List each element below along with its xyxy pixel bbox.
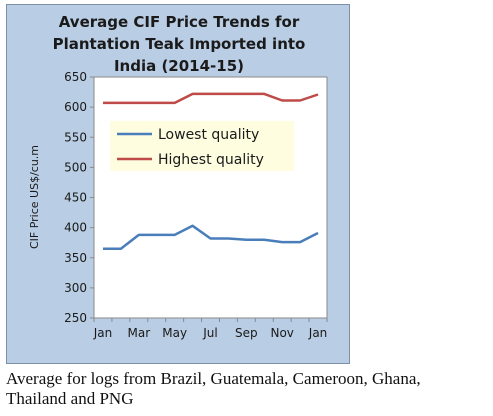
y-tick-label: 600 <box>64 100 87 114</box>
x-tick-label: Mar <box>127 326 150 340</box>
chart-panel: Average CIF Price Trends for Plantation … <box>6 4 350 364</box>
x-axis-ticks: Jan Mar May Jul Sep Nov Jan <box>93 318 328 340</box>
y-tick-label: 550 <box>64 130 87 144</box>
legend-label-highest-quality: Highest quality <box>158 152 264 168</box>
y-tick-label: 400 <box>64 221 87 235</box>
y-tick-label: 500 <box>64 160 87 174</box>
legend-label-lowest-quality: Lowest quality <box>158 127 259 143</box>
chart-title-line-1: Average CIF Price Trends for <box>59 13 300 31</box>
caption-line-1: Average for logs from Brazil, Guatemala,… <box>6 369 421 388</box>
y-tick-label: 350 <box>64 251 87 265</box>
chart-title-line-3: India (2014-15) <box>114 57 244 75</box>
x-tick-label: Jan <box>93 326 113 340</box>
x-tick-label: May <box>162 326 187 340</box>
legend-box <box>110 121 294 171</box>
chart-title-line-2: Plantation Teak Imported into <box>53 35 306 53</box>
x-tick-label: Nov <box>270 326 293 340</box>
figure-caption: Average for logs from Brazil, Guatemala,… <box>6 369 486 409</box>
y-axis-ticks: 250 300 350 400 450 500 550 600 650 <box>64 70 94 325</box>
y-tick-label: 300 <box>64 281 87 295</box>
series-line-highest-quality <box>103 92 319 105</box>
chart-svg: Average CIF Price Trends for Plantation … <box>28 13 328 340</box>
series-line-lowest-quality <box>103 224 319 250</box>
plot-area <box>93 76 328 319</box>
x-tick-label: Sep <box>235 326 258 340</box>
y-axis-label: CIF Price US$/cu.m <box>28 145 41 249</box>
caption-line-2: Thailand and PNG <box>6 389 134 408</box>
series-lines <box>103 92 319 250</box>
y-tick-label: 650 <box>64 70 87 84</box>
y-tick-label: 250 <box>64 311 87 325</box>
legend: Lowest quality Highest quality <box>110 121 294 171</box>
y-tick-label: 450 <box>64 191 87 205</box>
x-tick-label: Jan <box>308 326 328 340</box>
x-tick-label: Jul <box>202 326 217 340</box>
